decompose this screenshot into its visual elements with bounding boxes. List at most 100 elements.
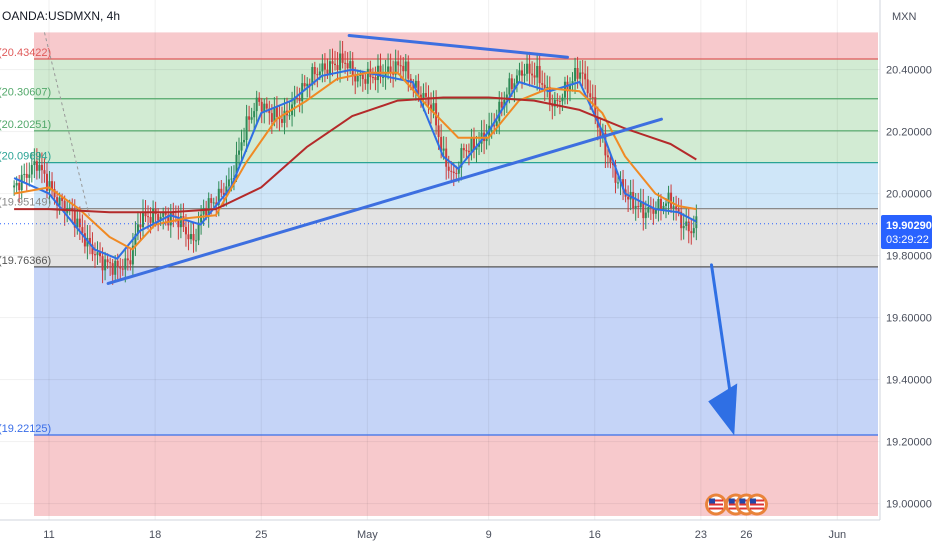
candle-body	[364, 79, 367, 84]
candle-body	[548, 86, 551, 104]
candle-body	[611, 162, 614, 166]
candle	[339, 40, 342, 83]
candle	[644, 200, 647, 230]
candle	[424, 82, 427, 105]
candle-body	[599, 127, 602, 137]
candle-body	[472, 137, 475, 150]
candle	[328, 49, 331, 85]
candle	[311, 63, 314, 91]
candle	[427, 85, 430, 114]
candle	[536, 52, 539, 91]
candle	[58, 192, 61, 215]
candle-body	[114, 260, 117, 275]
candle-body	[18, 182, 21, 191]
candle-body	[361, 74, 364, 80]
candle-body	[293, 97, 296, 105]
candle	[392, 60, 395, 88]
candle-body	[238, 150, 241, 155]
candle-body	[40, 164, 43, 171]
candle	[647, 195, 650, 218]
lower-trendline[interactable]	[106, 117, 663, 285]
candle	[268, 100, 271, 125]
candle-body	[359, 74, 362, 77]
candle	[189, 221, 192, 245]
price-tick-label: 20.20000	[886, 127, 932, 139]
candle	[659, 194, 662, 221]
candle-body	[422, 93, 425, 99]
us-flag-event-icon[interactable]	[745, 493, 768, 516]
candle-body	[389, 66, 392, 73]
candle-body	[167, 214, 170, 226]
candle-body	[576, 68, 579, 79]
candle-body	[321, 63, 324, 72]
candle-body	[349, 61, 352, 69]
candle-body	[76, 218, 79, 228]
time-tick-label: Jun	[828, 529, 846, 541]
candle-body	[177, 217, 180, 228]
fib-level-label: (19.76366)	[0, 255, 51, 267]
candle-body	[677, 209, 680, 212]
candle-body	[457, 167, 460, 174]
us-flag-event-icon[interactable]	[705, 493, 728, 516]
candle-body	[695, 216, 698, 229]
candle-body	[134, 234, 137, 246]
candle-body	[141, 211, 144, 228]
candle-body	[571, 81, 574, 85]
candle	[462, 143, 465, 159]
candle-body	[172, 212, 175, 217]
candle	[606, 148, 609, 168]
candle	[548, 76, 551, 112]
candle-body	[184, 226, 187, 235]
projection-arrow-head[interactable]	[708, 383, 738, 436]
candle-body	[508, 78, 511, 95]
candle	[195, 228, 198, 252]
candle	[685, 208, 688, 231]
candle	[402, 57, 405, 79]
candle	[394, 49, 397, 82]
candle	[293, 85, 296, 117]
candle-body	[460, 148, 463, 168]
candle-body	[455, 173, 458, 175]
candle-body	[430, 104, 433, 111]
upper-trendline[interactable]	[347, 34, 569, 59]
candle	[179, 203, 182, 239]
candle	[38, 152, 41, 179]
projection-arrow-shaft[interactable]	[709, 263, 732, 395]
candle	[627, 185, 630, 212]
flag-stripe	[739, 507, 754, 510]
candle-body	[205, 207, 208, 216]
price-tick-label: 19.00000	[886, 499, 932, 511]
candle-body	[323, 63, 326, 70]
candle-body	[617, 182, 620, 184]
candle	[76, 207, 79, 235]
candle-body	[538, 65, 541, 84]
flag-canton	[728, 498, 735, 504]
candle-body	[217, 188, 220, 205]
countdown-timer: 03:29:22	[886, 234, 929, 246]
candle	[543, 72, 546, 102]
candle	[250, 107, 253, 124]
candle-body	[586, 79, 589, 94]
candle-body	[382, 76, 385, 78]
current-price-badge[interactable]: 19.90290 03:29:22	[881, 215, 932, 249]
candle	[387, 53, 390, 80]
candle	[523, 63, 526, 85]
candle-body	[334, 63, 337, 66]
price-tick-label: 19.40000	[886, 375, 932, 387]
candle-body	[51, 181, 54, 190]
candle-body	[331, 61, 334, 64]
candle-body	[273, 107, 276, 122]
candle-body	[255, 97, 258, 112]
candle-body	[43, 170, 46, 174]
candle	[374, 66, 377, 91]
price-tick-label: 19.80000	[886, 251, 932, 263]
candle-body	[116, 260, 119, 267]
flag-stripe	[728, 507, 743, 510]
candle-body	[126, 258, 129, 261]
candle-body	[654, 209, 657, 214]
candle-body	[450, 170, 453, 172]
candle	[526, 52, 529, 82]
time-tick-label: 18	[149, 529, 161, 541]
